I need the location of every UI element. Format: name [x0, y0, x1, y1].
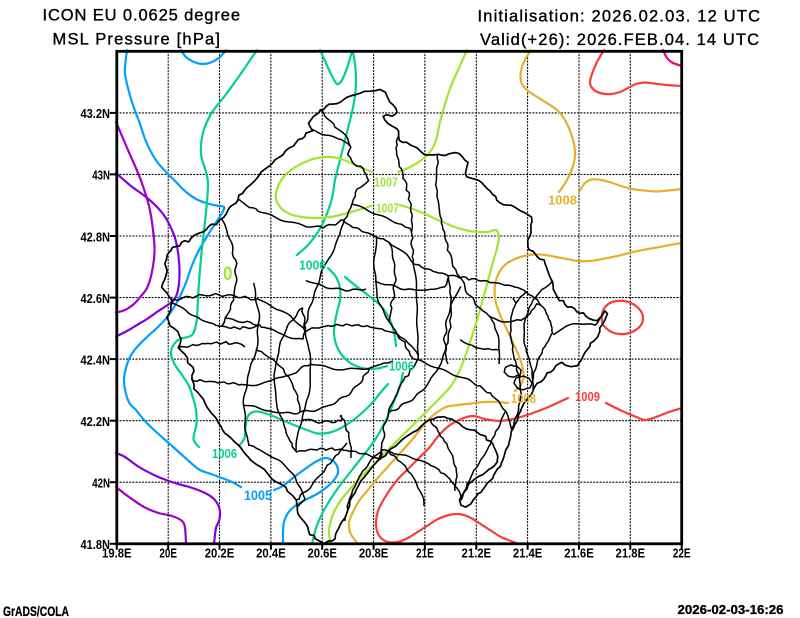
svg-text:MSL Pressure [hPa]: MSL Pressure [hPa]	[53, 31, 221, 49]
svg-text:41.8N: 41.8N	[81, 537, 111, 552]
svg-text:1009: 1009	[575, 389, 600, 404]
svg-text:20.2E: 20.2E	[205, 546, 235, 561]
svg-text:1007: 1007	[374, 175, 398, 190]
svg-text:ICON EU 0.0625 degree: ICON EU 0.0625 degree	[43, 7, 241, 25]
svg-text:43N: 43N	[92, 168, 110, 183]
svg-text:1006: 1006	[299, 258, 326, 273]
svg-text:22E: 22E	[673, 546, 691, 561]
svg-text:Valid(+26): 2026.FEB.04. 14 UT: Valid(+26): 2026.FEB.04. 14 UTC	[480, 31, 759, 49]
svg-text:21.2E: 21.2E	[462, 546, 492, 561]
svg-text:42N: 42N	[92, 476, 110, 491]
svg-text:21.6E: 21.6E	[564, 546, 594, 561]
svg-text:42.6N: 42.6N	[81, 291, 111, 306]
svg-text:42.4N: 42.4N	[81, 352, 111, 367]
svg-text:Initialisation: 2026.02.03. 12: Initialisation: 2026.02.03. 12 UTC	[478, 8, 761, 26]
svg-text:1008: 1008	[511, 391, 536, 406]
svg-text:1006: 1006	[212, 446, 237, 461]
svg-text:0: 0	[223, 264, 233, 285]
svg-text:19.8E: 19.8E	[102, 546, 132, 561]
svg-text:2026-02-03-16:26: 2026-02-03-16:26	[678, 603, 784, 617]
svg-text:42.2N: 42.2N	[81, 414, 111, 429]
svg-text:21E: 21E	[416, 546, 434, 561]
svg-text:GrADS/COLA: GrADS/COLA	[3, 604, 69, 618]
svg-text:20.8E: 20.8E	[359, 546, 389, 561]
svg-text:21.4E: 21.4E	[513, 546, 543, 561]
svg-text:43.2N: 43.2N	[81, 106, 111, 121]
svg-text:21.8E: 21.8E	[616, 546, 646, 561]
svg-text:1006: 1006	[389, 359, 414, 374]
svg-text:1007: 1007	[376, 201, 399, 216]
svg-text:20.6E: 20.6E	[307, 546, 337, 561]
svg-text:20E: 20E	[159, 546, 177, 561]
svg-text:1008: 1008	[548, 193, 577, 208]
svg-text:42.8N: 42.8N	[81, 229, 111, 244]
svg-text:20.4E: 20.4E	[256, 546, 286, 561]
svg-text:1005: 1005	[244, 488, 272, 503]
